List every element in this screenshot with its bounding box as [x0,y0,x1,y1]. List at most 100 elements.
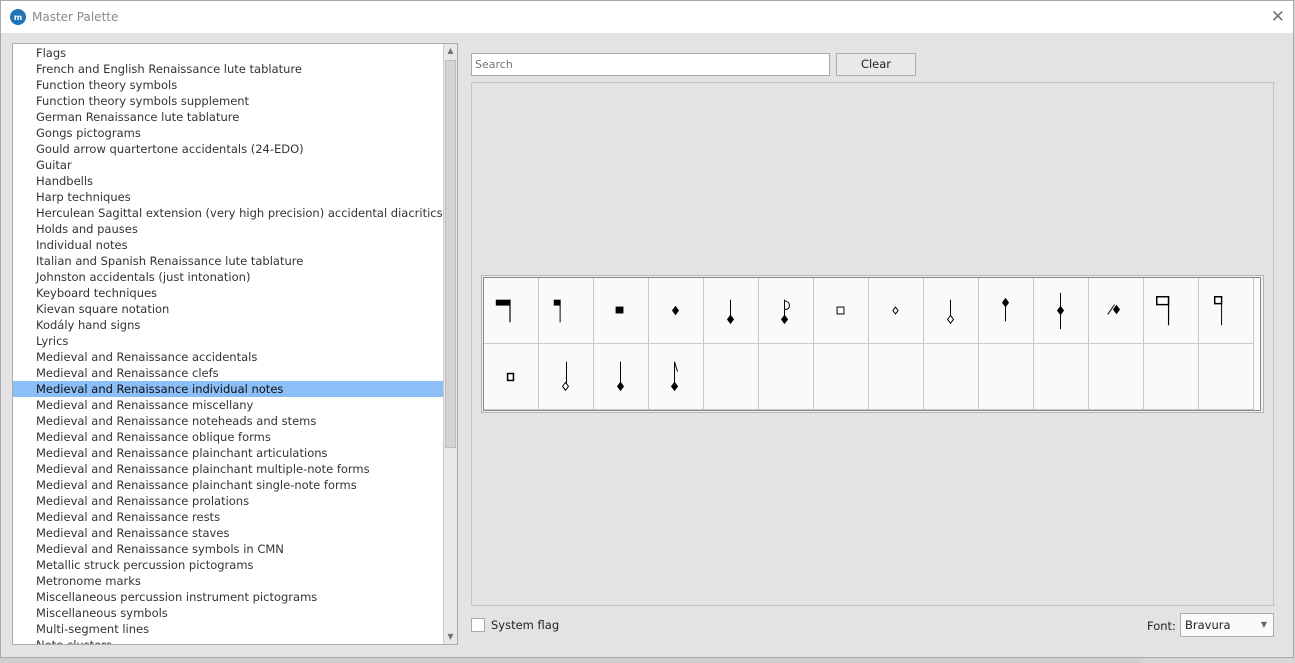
list-item[interactable]: Lyrics [36,334,69,348]
list-item[interactable]: Medieval and Renaissance accidentals [36,350,258,364]
minima-void-icon [946,299,955,325]
semibrevis-black-icon [671,305,680,316]
list-item[interactable]: Medieval and Renaissance prolations [36,494,250,508]
search-input[interactable] [471,53,830,76]
empty-cell [1089,344,1144,410]
list-item[interactable]: Note clusters [36,638,112,645]
glyph-cell-semibrevis-oblique-stem[interactable] [1089,278,1144,344]
list-item[interactable]: Kodály hand signs [36,318,141,332]
list-item[interactable]: Gould arrow quartertone accidentals (24-… [36,142,304,156]
scroll-down-icon[interactable]: ▼ [447,632,454,641]
scroll-up-icon[interactable]: ▲ [447,46,454,55]
glyph-cell-minima-black[interactable] [704,278,759,344]
list-item[interactable]: Harp techniques [36,190,131,204]
semibrevis-black-stem-both-icon [1056,292,1065,330]
empty-cell [924,344,979,410]
list-item[interactable]: Guitar [36,158,72,172]
glyph-cell-semibrevis-black-stem-both[interactable] [1034,278,1089,344]
scrollbar-thumb[interactable] [445,60,456,448]
list-item[interactable]: Multi-segment lines [36,622,150,636]
fusa-black-flagged-icon [670,361,679,392]
title-bar: m Master Palette ✕ [1,1,1293,33]
list-item[interactable]: Medieval and Renaissance plainchant sing… [36,478,357,492]
list-item[interactable]: Function theory symbols supplement [36,94,250,108]
list-item[interactable]: Medieval and Renaissance oblique forms [36,430,271,444]
list-item[interactable]: Medieval and Renaissance miscellany [36,398,254,412]
longa-void-double-icon [1156,296,1170,326]
clear-button[interactable]: Clear [836,53,916,76]
list-item[interactable]: Metallic struck percussion pictograms [36,558,254,572]
list-item[interactable]: Medieval and Renaissance individual note… [13,381,444,397]
glyph-grid [481,275,1264,413]
close-icon[interactable]: ✕ [1270,7,1285,27]
glyph-cell-semiminima-black-tall[interactable] [594,344,649,410]
category-list[interactable]: Flags French and English Renaissance lute… [12,43,458,645]
minima-void-tall-icon [561,361,570,392]
list-item[interactable]: Medieval and Renaissance staves [36,526,230,540]
font-label: Font: [1147,619,1176,633]
glyph-cell-semiminima-black-flagged[interactable] [759,278,814,344]
system-flag-label: System flag [491,618,560,632]
list-item[interactable]: Kievan square notation [36,302,170,316]
glyph-cell-longa-black[interactable] [539,278,594,344]
list-item[interactable]: Keyboard techniques [36,286,158,300]
font-select-value: Bravura [1185,618,1231,632]
list-item[interactable]: Gongs pictograms [36,126,141,140]
glyph-cell-brevis-black[interactable] [594,278,649,344]
glyph-cell-longa-void[interactable] [1199,278,1254,344]
empty-cell [1144,344,1199,410]
brevis-void-small-icon [506,372,515,382]
empty-cell [1199,344,1254,410]
checkbox[interactable] [471,618,485,632]
list-item[interactable]: Handbells [36,174,94,188]
semibrevis-black-stem-up-icon [1001,297,1010,322]
list-item[interactable]: Medieval and Renaissance rests [36,510,221,524]
empty-cell [759,344,814,410]
empty-cell [869,344,924,410]
semibrevis-oblique-stem-icon [1107,304,1121,315]
list-item[interactable]: Medieval and Renaissance noteheads and s… [36,414,317,428]
empty-cell [1034,344,1089,410]
list-item[interactable]: French and English Renaissance lute tabl… [36,62,302,76]
list-item[interactable]: Miscellaneous percussion instrument pict… [36,590,318,604]
minima-black-icon [726,299,735,325]
list-item[interactable]: Medieval and Renaissance plainchant mult… [36,462,370,476]
glyph-cell-semibrevis-void[interactable] [869,278,924,344]
glyph-cell-longa-void-double[interactable] [1144,278,1199,344]
brevis-black-icon [615,306,624,314]
list-item[interactable]: Function theory symbols [36,78,178,92]
list-item[interactable]: Medieval and Renaissance plainchant arti… [36,446,328,460]
empty-cell [814,344,869,410]
list-item[interactable]: Johnston accidentals (just intonation) [36,270,251,284]
list-item[interactable]: Medieval and Renaissance symbols in CMN [36,542,284,556]
glyph-cell-brevis-void[interactable] [814,278,869,344]
list-item[interactable]: Individual notes [36,238,128,252]
list-item[interactable]: German Renaissance lute tablature [36,110,240,124]
glyph-cell-minima-void[interactable] [924,278,979,344]
semiminima-black-tall-icon [616,361,625,392]
window-title: Master Palette [32,10,119,24]
list-item[interactable]: Flags [36,46,67,60]
list-item[interactable]: Medieval and Renaissance clefs [36,366,219,380]
glyph-cell-brevis-void-small[interactable] [484,344,539,410]
longa-void-icon [1213,296,1223,326]
glyph-cell-maxima-black[interactable] [484,278,539,344]
scrollbar[interactable]: ▲ ▼ [443,44,457,644]
glyph-cell-semibrevis-black[interactable] [649,278,704,344]
list-item[interactable]: Holds and pauses [36,222,138,236]
list-item[interactable]: Herculean Sagittal extension (very high … [36,206,443,220]
list-item[interactable]: Metronome marks [36,574,141,588]
empty-cell [704,344,759,410]
glyph-cell-minima-void-tall[interactable] [539,344,594,410]
empty-cell [979,344,1034,410]
semiminima-black-flagged-icon [780,299,790,325]
system-flag-checkbox[interactable]: System flag [471,618,559,632]
longa-black-icon [553,299,561,323]
musescore-app-icon: m [10,9,26,25]
glyph-cell-semibrevis-black-stem-up[interactable] [979,278,1034,344]
font-select[interactable]: Bravura ▼ [1180,613,1274,637]
glyph-cell-fusa-black-flagged[interactable] [649,344,704,410]
maxima-black-icon [495,299,511,323]
list-item[interactable]: Miscellaneous symbols [36,606,168,620]
list-item[interactable]: Italian and Spanish Renaissance lute tab… [36,254,304,268]
